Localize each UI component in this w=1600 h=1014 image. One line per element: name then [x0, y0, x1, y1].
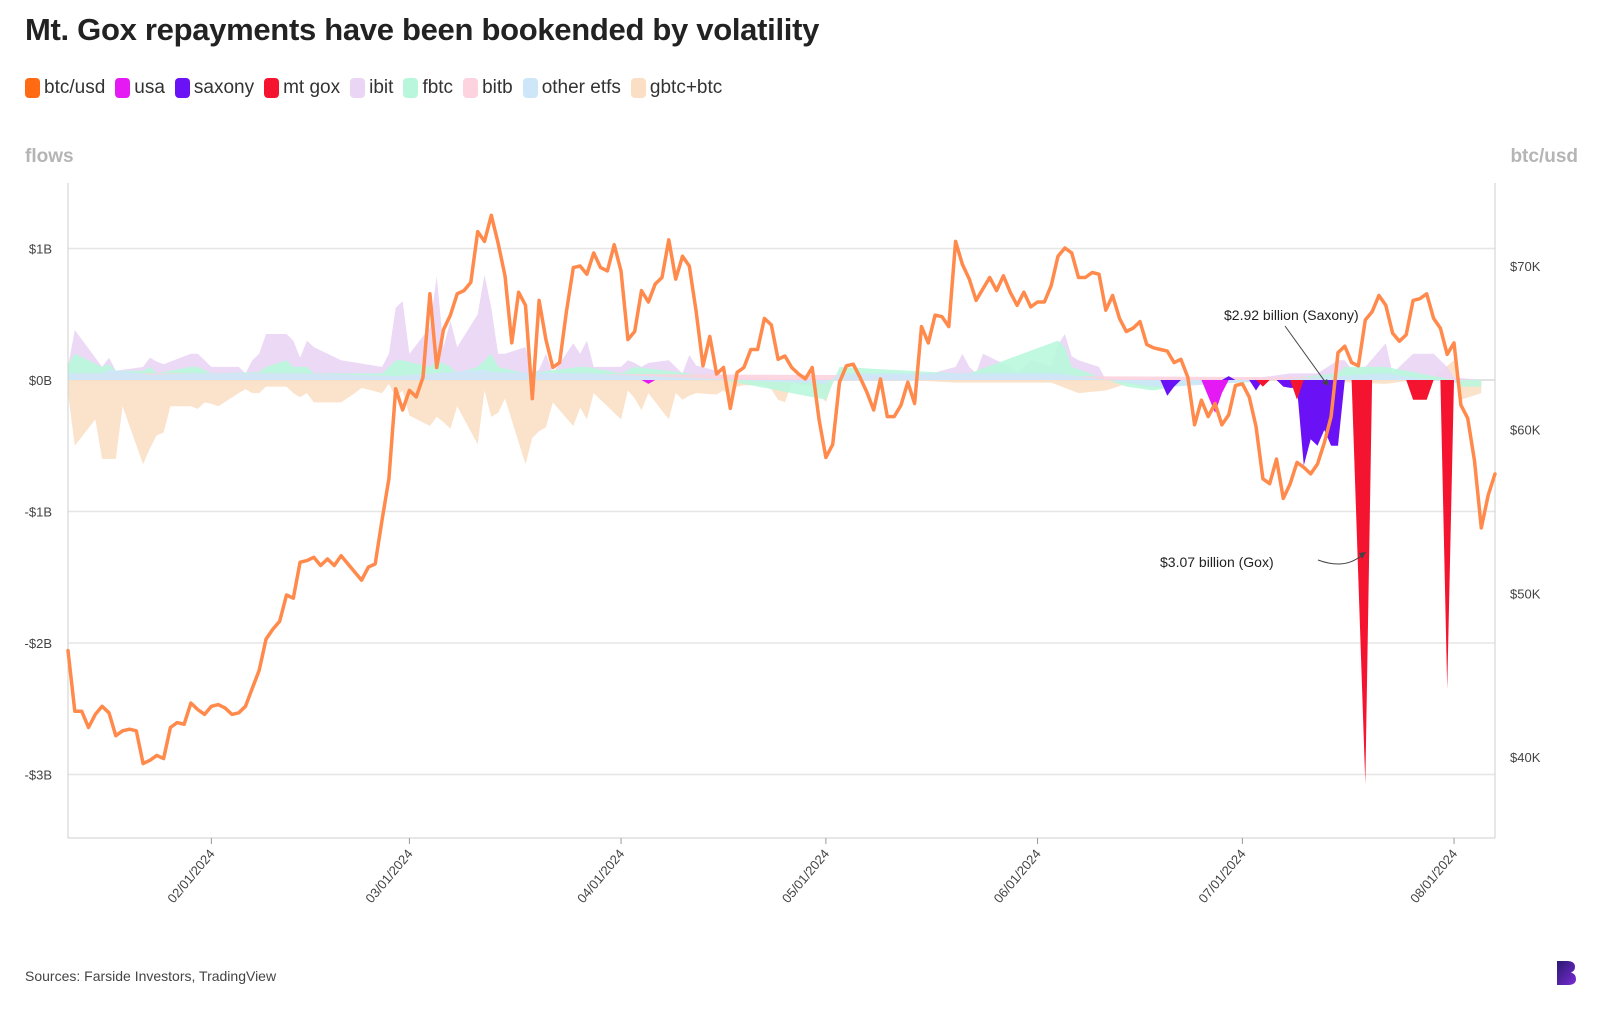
x-tick-label: 04/01/2024 — [574, 846, 627, 905]
x-tick-label: 02/01/2024 — [164, 846, 217, 905]
legend-swatch — [264, 78, 280, 98]
right-tick-label: $70K — [1510, 259, 1541, 274]
chart-title: Mt. Gox repayments have been bookended b… — [25, 12, 820, 47]
flow-areas — [68, 274, 1482, 784]
right-tick-label: $40K — [1510, 750, 1541, 765]
legend-swatch — [350, 78, 366, 98]
left-axis-title: flows — [25, 146, 74, 167]
legend-item-btc-usd: btc/usd — [25, 77, 105, 99]
legend-item-fbtc: fbtc — [403, 77, 453, 99]
axes: $1B $0B -$1B -$2B -$3B $70K $60K $50K $40K 02/01/… — [25, 183, 1541, 906]
legend-item-saxony: saxony — [174, 77, 255, 99]
legend-swatch — [25, 78, 40, 98]
left-tick-label: -$2B — [25, 636, 52, 651]
legend-swatch — [403, 78, 419, 98]
flow-area-saxony — [1160, 376, 1345, 466]
legend: btc/usd usa saxony mt gox ibit fbtc bitb other … — [25, 77, 722, 99]
btc-usd-line-layer — [66, 213, 1497, 766]
saxony-annotation-arrow — [1284, 325, 1327, 384]
x-tick-label: 08/01/2024 — [1407, 846, 1460, 905]
legend-item-other-etfs: other etfs — [522, 77, 621, 99]
legend-swatch — [463, 78, 479, 98]
flow-area-other-etfs — [68, 369, 1461, 387]
legend-swatch — [115, 78, 131, 98]
legend-item-gbtc-btc: gbtc+btc — [630, 77, 723, 99]
left-tick-label: $1B — [29, 242, 52, 257]
legend-label: saxony — [193, 77, 255, 98]
publisher-logo-icon — [1557, 961, 1576, 985]
flow-area-fbtc — [68, 340, 1482, 400]
legend-label: usa — [134, 77, 165, 98]
legend-swatch — [630, 78, 646, 98]
source-note: Sources: Farside Investors, TradingView — [25, 968, 277, 984]
legend-item-bitb: bitb — [463, 77, 513, 99]
saxony-arrowhead — [1322, 379, 1329, 386]
right-tick-label: $60K — [1510, 423, 1541, 438]
legend-item-mt-gox: mt gox — [264, 77, 340, 99]
right-tick-label: $50K — [1510, 586, 1541, 601]
legend-swatch — [174, 78, 190, 98]
left-tick-label: -$1B — [25, 505, 52, 520]
legend-swatch — [522, 78, 538, 98]
x-tick-label: 07/01/2024 — [1195, 846, 1248, 905]
legend-label: fbtc — [422, 77, 454, 98]
legend-item-ibit: ibit — [350, 77, 393, 99]
right-axis-title: btc/usd — [1510, 146, 1578, 167]
saxony-annotation: $2.92 billion (Saxony) — [1224, 307, 1359, 323]
legend-label: bitb — [482, 77, 513, 98]
legend-label: btc/usd — [44, 77, 106, 98]
x-tick-label: 05/01/2024 — [779, 846, 832, 905]
gox-annotation-arrow — [1317, 554, 1363, 565]
gox-arrowhead — [1359, 552, 1366, 559]
flow-area-ibit — [68, 274, 1482, 380]
legend-item-usa: usa — [115, 77, 165, 99]
legend-label: ibit — [369, 77, 394, 98]
legend-label: other etfs — [541, 77, 621, 98]
legend-label: gbtc+btc — [649, 77, 723, 98]
x-tick-label: 06/01/2024 — [991, 846, 1044, 905]
btc-usd-line — [66, 213, 1497, 766]
x-tick-label: 03/01/2024 — [362, 846, 415, 905]
gox-annotation: $3.07 billion (Gox) — [1160, 554, 1274, 570]
annotations: $2.92 billion (Saxony) $3.07 billion (Go… — [1160, 307, 1366, 570]
flow-area-mt-gox — [1256, 380, 1454, 784]
legend-label: mt gox — [283, 77, 341, 98]
gridlines — [68, 247, 1495, 776]
left-tick-label: $0B — [29, 373, 52, 388]
left-tick-label: -$3B — [25, 768, 52, 783]
